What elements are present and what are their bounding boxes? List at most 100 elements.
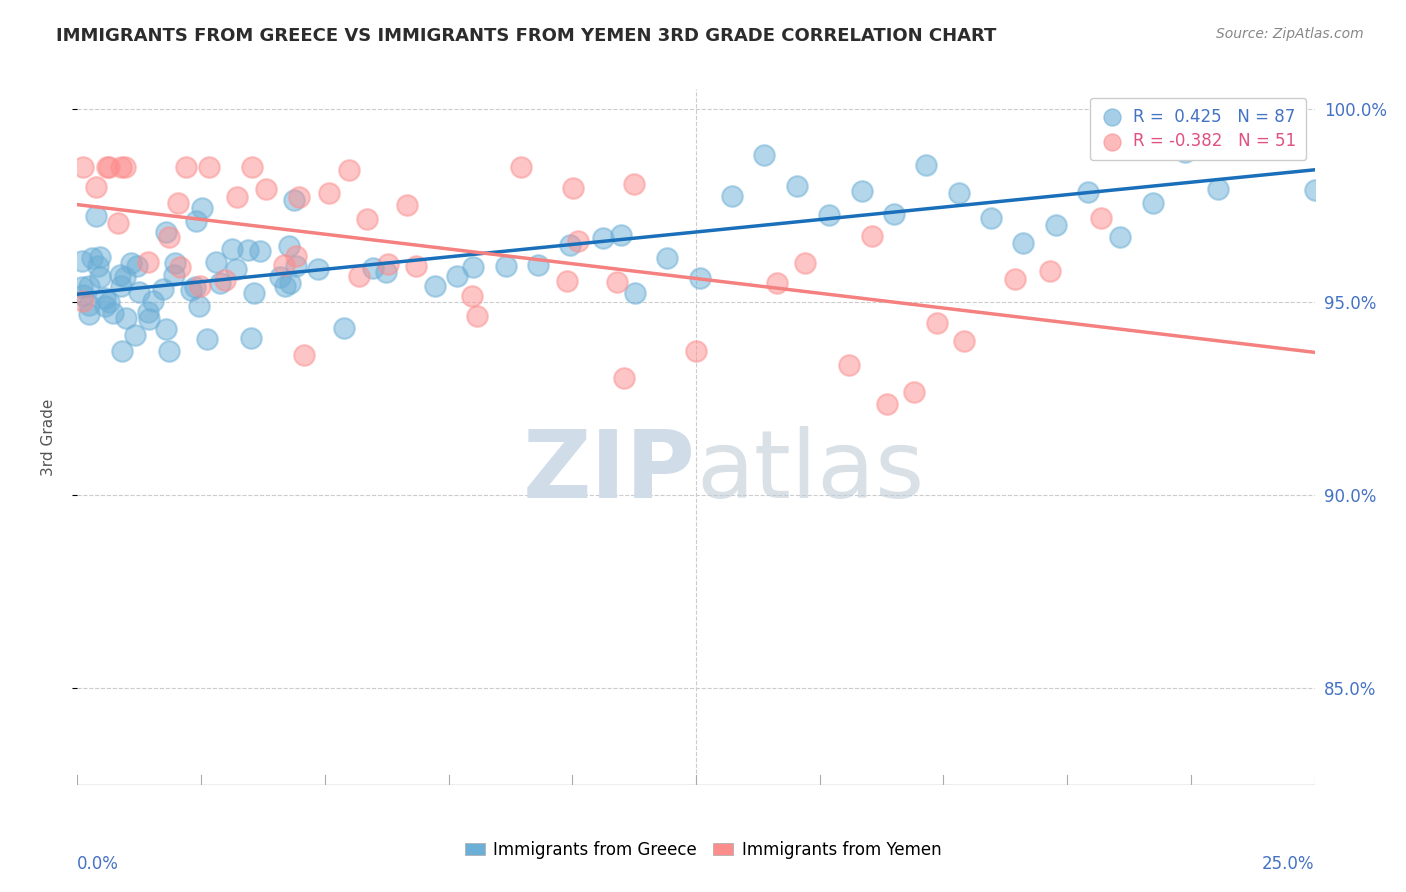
Point [115, 310, 138, 325]
Point [165, 255, 187, 269]
Legend: R =  0.425   N = 87, R = -0.382   N = 51: R = 0.425 N = 87, R = -0.382 N = 51 [1090, 97, 1306, 161]
Point [98, 160, 121, 174]
Point [72, 160, 94, 174]
Point [72, 253, 94, 268]
Point [446, 268, 468, 283]
Point [114, 270, 136, 285]
Point [1012, 235, 1035, 250]
Point [273, 279, 295, 293]
Point [1206, 182, 1229, 196]
Point [363, 261, 385, 276]
Point [110, 344, 132, 359]
Point [82, 251, 104, 265]
Point [269, 270, 291, 285]
Point [463, 260, 485, 275]
Point [254, 182, 277, 196]
Point [980, 211, 1002, 225]
Point [157, 230, 180, 244]
Point [188, 299, 211, 313]
Point [1142, 196, 1164, 211]
Point [89, 270, 111, 285]
Point [561, 180, 583, 194]
Point [794, 256, 817, 270]
Point [1271, 133, 1294, 147]
Y-axis label: 3rd Grade: 3rd Grade [42, 399, 56, 475]
Point [283, 193, 305, 207]
Point [915, 158, 938, 172]
Legend: Immigrants from Greece, Immigrants from Yemen: Immigrants from Greece, Immigrants from … [458, 835, 948, 866]
Point [240, 331, 263, 345]
Point [1109, 230, 1132, 244]
Point [465, 310, 488, 324]
Point [527, 259, 550, 273]
Point [96, 160, 118, 174]
Point [377, 257, 399, 271]
Point [128, 285, 150, 300]
Point [278, 239, 301, 253]
Point [423, 278, 446, 293]
Point [167, 196, 190, 211]
Point [610, 228, 633, 243]
Point [1239, 119, 1261, 133]
Point [221, 242, 243, 256]
Point [952, 334, 974, 349]
Point [560, 237, 582, 252]
Point [1174, 145, 1197, 159]
Point [110, 160, 132, 174]
Point [284, 249, 307, 263]
Text: IMMIGRANTS FROM GREECE VS IMMIGRANTS FROM YEMEN 3RD GRADE CORRELATION CHART: IMMIGRANTS FROM GREECE VS IMMIGRANTS FRO… [56, 27, 997, 45]
Point [818, 208, 841, 222]
Point [188, 278, 211, 293]
Point [1039, 264, 1062, 278]
Point [396, 198, 419, 212]
Point [1303, 183, 1326, 197]
Point [190, 201, 212, 215]
Point [225, 262, 247, 277]
Point [72, 280, 94, 294]
Point [567, 235, 589, 249]
Point [136, 255, 159, 269]
Point [84, 180, 107, 194]
Text: ZIP: ZIP [523, 425, 696, 518]
Point [142, 294, 165, 309]
Point [249, 244, 271, 258]
Point [461, 289, 484, 303]
Point [163, 268, 186, 282]
Point [77, 278, 100, 293]
Point [721, 189, 744, 203]
Point [209, 276, 232, 290]
Point [155, 225, 177, 239]
Point [89, 250, 111, 264]
Point [356, 212, 378, 227]
Point [754, 148, 776, 162]
Point [273, 258, 295, 272]
Point [79, 298, 101, 312]
Point [766, 276, 789, 290]
Point [606, 275, 628, 289]
Point [292, 348, 315, 362]
Point [238, 243, 260, 257]
Point [214, 272, 236, 286]
Text: Source: ZipAtlas.com: Source: ZipAtlas.com [1216, 27, 1364, 41]
Text: 25.0%: 25.0% [1263, 855, 1315, 872]
Point [333, 321, 356, 335]
Point [613, 370, 636, 384]
Point [405, 260, 427, 274]
Point [375, 265, 398, 279]
Point [883, 207, 905, 221]
Point [124, 328, 146, 343]
Point [685, 344, 707, 359]
Point [138, 312, 160, 326]
Point [624, 286, 647, 301]
Point [157, 344, 180, 359]
Point [225, 190, 247, 204]
Point [240, 160, 263, 174]
Point [195, 332, 218, 346]
Point [183, 279, 205, 293]
Point [510, 160, 533, 174]
Point [786, 178, 808, 193]
Text: 0.0%: 0.0% [77, 855, 120, 872]
Point [152, 282, 174, 296]
Point [1077, 186, 1099, 200]
Point [94, 299, 117, 313]
